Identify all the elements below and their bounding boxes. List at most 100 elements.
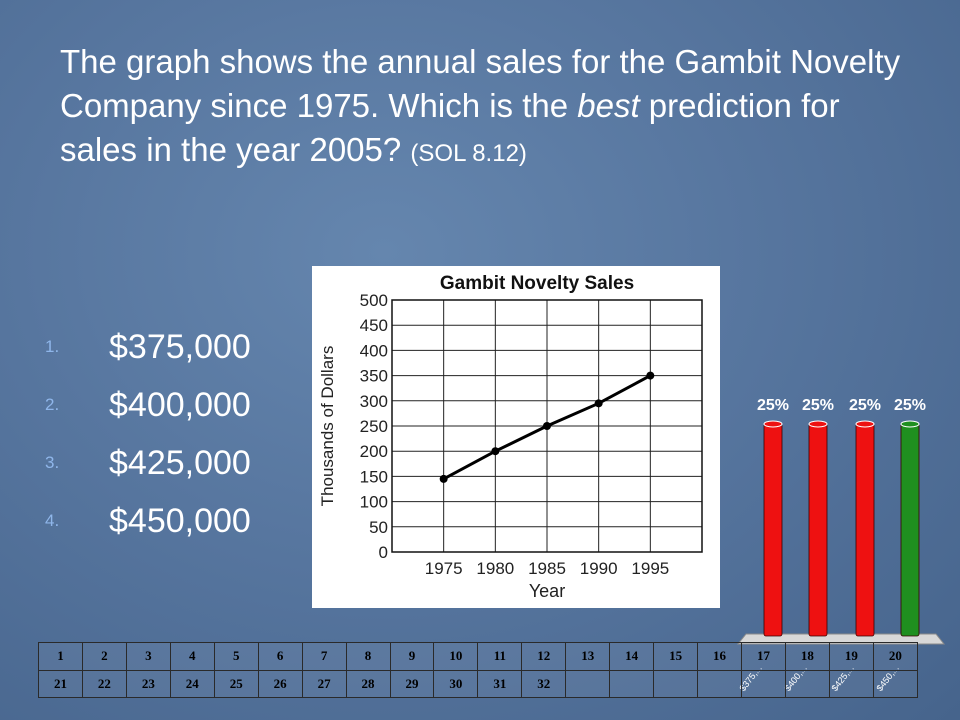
grid-cell: 9 <box>389 642 435 671</box>
grid-cell: 13 <box>565 642 611 671</box>
grid-cell <box>565 669 611 698</box>
grid-row: 21 22 23 24 25 26 27 28 29 30 31 32 <box>38 669 919 698</box>
answer-value: $400,000 <box>109 385 251 424</box>
grid-cell: 5 <box>213 642 259 671</box>
question-emphasis: best <box>577 87 640 124</box>
answer-option-3[interactable]: 3. $425,000 <box>40 434 300 492</box>
poll-bar-cap <box>855 420 875 428</box>
grid-cell: 2 <box>81 642 127 671</box>
question-part2: prediction for sales in the year 2005? <box>60 87 840 168</box>
grid-cell: 23 <box>125 669 171 698</box>
answer-option-1[interactable]: 1. $375,000 <box>40 318 300 376</box>
chart-title: Gambit Novelty Sales <box>440 273 634 294</box>
grid-cell: 17 <box>741 642 786 671</box>
answer-option-4[interactable]: 4. $450,000 <box>40 492 300 550</box>
x-tick-label: 1985 <box>528 559 566 578</box>
sales-line-chart: Gambit Novelty Sales 0 50 100 150 200 250 300 35… <box>318 273 703 601</box>
y-tick-label: 100 <box>360 493 388 512</box>
grid-cell: 4 <box>169 642 215 671</box>
grid-cell: 6 <box>257 642 303 671</box>
answer-list: 1. $375,000 2. $400,000 3. $425,000 4. $… <box>40 318 300 550</box>
poll-bar <box>855 423 875 637</box>
grid-cell: 7 <box>301 642 347 671</box>
grid-cell: 21 <box>38 669 83 698</box>
grid-cell: 27 <box>301 669 347 698</box>
question-text: The graph shows the annual sales for the… <box>60 40 920 176</box>
answer-number: 3. <box>45 453 60 472</box>
answer-number: 2. <box>45 395 60 414</box>
grid-cell <box>609 669 655 698</box>
grid-cell <box>653 669 699 698</box>
poll-bar <box>900 423 920 637</box>
sales-data-point <box>646 371 655 380</box>
response-grid: 1 2 3 4 5 6 7 8 9 10 11 12 13 14 15 16 17 18 19 20 21 22 23 24 2… <box>38 642 919 698</box>
grid-cell: 8 <box>345 642 391 671</box>
y-tick-label: 450 <box>360 316 388 335</box>
grid-row: 1 2 3 4 5 6 7 8 9 10 11 12 13 14 15 16 17 18 19 20 <box>38 642 919 671</box>
y-axis-label: Thousands of Dollars <box>318 346 337 507</box>
grid-cell: 20 <box>872 642 919 671</box>
x-tick-label: 1980 <box>476 559 514 578</box>
grid-cell: 12 <box>521 642 567 671</box>
grid-cell: 15 <box>653 642 699 671</box>
x-tick-label: 1975 <box>425 559 463 578</box>
plot-frame <box>391 299 703 553</box>
grid-cell: 19 <box>828 642 874 671</box>
grid-cell: 16 <box>697 642 742 671</box>
poll-bar-cap <box>808 420 828 428</box>
answer-number: 1. <box>45 337 60 356</box>
answer-value: $450,000 <box>109 501 251 540</box>
grid-cell: 18 <box>784 642 830 671</box>
poll-data-label: 25% <box>802 397 834 414</box>
y-tick-label: 300 <box>360 392 388 411</box>
grid-cell: 29 <box>389 669 435 698</box>
answer-number: 4. <box>45 511 60 530</box>
poll-bar-cap <box>900 420 920 428</box>
y-tick-label: 200 <box>360 442 388 461</box>
grid-cell: 22 <box>81 669 127 698</box>
grid-cell: 1 <box>38 642 83 671</box>
answer-value: $425,000 <box>109 443 251 482</box>
grid-cell: 28 <box>345 669 391 698</box>
grid-cell <box>872 669 919 698</box>
grid-cell <box>697 669 742 698</box>
answer-value: $375,000 <box>109 327 251 366</box>
grid-cell: 32 <box>521 669 567 698</box>
grid-cell: 10 <box>433 642 479 671</box>
grid-cell: 11 <box>477 642 523 671</box>
sales-data-point <box>439 474 448 483</box>
grid-cell: 25 <box>213 669 259 698</box>
y-tick-label: 500 <box>360 291 388 310</box>
poll-bar <box>763 423 783 637</box>
grid-cell <box>784 669 830 698</box>
y-tick-label: 400 <box>360 341 388 360</box>
grid-cell <box>828 669 874 698</box>
grid-cell <box>741 669 786 698</box>
x-axis-label: Year <box>529 581 565 601</box>
y-tick-label: 250 <box>360 417 388 436</box>
grid-cell: 26 <box>257 669 303 698</box>
y-tick-label: 0 <box>379 543 388 562</box>
poll-data-label: 25% <box>849 397 881 414</box>
sales-chart-panel: Gambit Novelty Sales 0 50 100 150 200 250 300 35… <box>312 266 720 608</box>
x-tick-label: 1995 <box>631 559 669 578</box>
y-tick-label: 150 <box>360 467 388 486</box>
answer-option-2[interactable]: 2. $400,000 <box>40 376 300 434</box>
x-tick-label: 1990 <box>580 559 618 578</box>
poll-bar <box>808 423 828 637</box>
grid-cell: 30 <box>433 669 479 698</box>
poll-bar-cap <box>763 420 783 428</box>
poll-data-label: 25% <box>757 397 789 414</box>
grid-cell: 14 <box>609 642 655 671</box>
y-tick-label: 50 <box>369 518 388 537</box>
sales-data-point <box>543 422 551 430</box>
grid-cell: 3 <box>125 642 171 671</box>
poll-data-label: 25% <box>894 397 926 414</box>
sales-data-point <box>594 399 603 408</box>
sales-data-point <box>491 447 500 456</box>
y-tick-label: 350 <box>360 367 388 386</box>
grid-cell: 24 <box>169 669 215 698</box>
sol-reference: (SOL 8.12) <box>410 140 527 167</box>
question-part1: The graph shows the annual sales for the… <box>60 43 901 124</box>
grid-cell: 31 <box>477 669 523 698</box>
